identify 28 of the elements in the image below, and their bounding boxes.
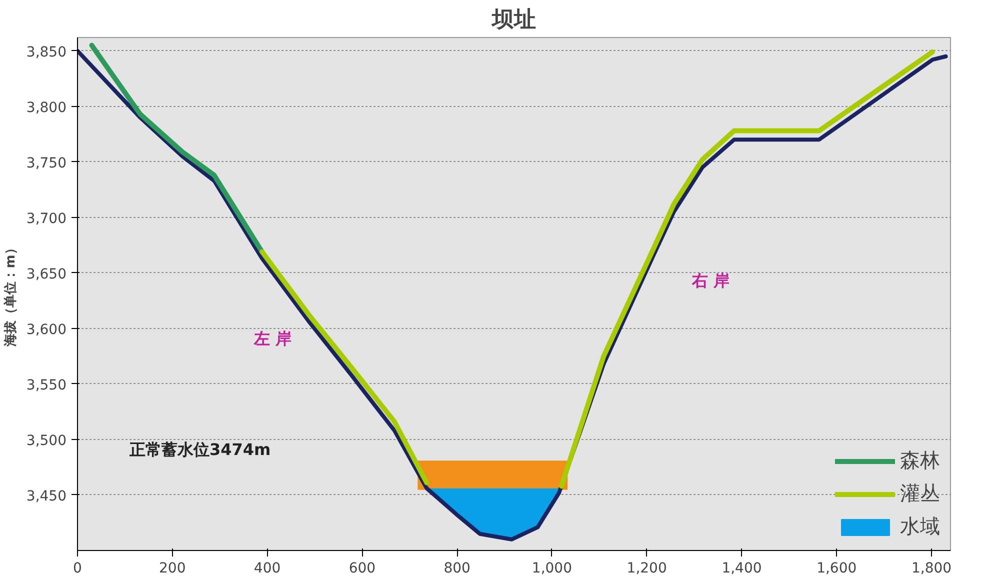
legend-label: 水域	[900, 515, 940, 540]
x-tick-label: 800	[444, 560, 470, 576]
x-tick-label: 1,000	[532, 560, 572, 576]
y-tick-label: 3,750	[26, 155, 67, 172]
annotation: 正常蓄水位3474m	[128, 440, 271, 459]
y-tick-label: 3,800	[26, 100, 67, 116]
annotation: 右 岸	[690, 271, 730, 290]
chart-title: 坝址	[491, 8, 536, 32]
line-series	[78, 48, 948, 542]
y-tick-label: 3,650	[26, 266, 67, 282]
x-tick-label: 1,400	[722, 560, 762, 576]
y-tick-label: 3,600	[26, 322, 67, 338]
x-tick-label: 600	[348, 560, 376, 576]
legend-label: 森林	[900, 449, 940, 474]
legend-label: 灌丛	[900, 482, 940, 507]
x-tick-label: 200	[159, 560, 186, 576]
y-tick-label: 3,450	[26, 488, 67, 504]
x-tick-label: 0	[73, 560, 82, 576]
x-tick-label: 1,200	[626, 560, 667, 576]
y-tick-label: 3,700	[26, 210, 67, 227]
y-tick-label: 3,850	[26, 44, 67, 60]
x-tick-label: 400	[254, 560, 281, 576]
annotation: 左 岸	[252, 329, 292, 348]
y-tick-label: 3,500	[26, 432, 67, 449]
x-tick-label: 1,800	[911, 560, 952, 576]
y-axis-title: 海拔（单位：m）	[2, 242, 18, 348]
x-tick-label: 1,600	[816, 560, 857, 576]
y-tick-label: 3,550	[26, 377, 67, 394]
